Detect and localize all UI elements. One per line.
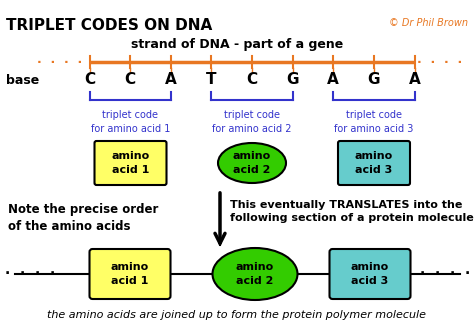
Text: triplet code
for amino acid 3: triplet code for amino acid 3 bbox=[334, 110, 414, 134]
Text: TRIPLET CODES ON DNA: TRIPLET CODES ON DNA bbox=[6, 18, 212, 33]
Text: Note the precise order
of the amino acids: Note the precise order of the amino acid… bbox=[8, 203, 158, 233]
Text: C: C bbox=[125, 73, 136, 88]
Text: the amino acids are joined up to form the protein polymer molecule: the amino acids are joined up to form th… bbox=[47, 310, 427, 320]
FancyBboxPatch shape bbox=[90, 249, 171, 299]
Text: amino
acid 1: amino acid 1 bbox=[111, 262, 149, 286]
Text: amino
acid 2: amino acid 2 bbox=[233, 152, 271, 174]
FancyBboxPatch shape bbox=[329, 249, 410, 299]
Text: strand of DNA - part of a gene: strand of DNA - part of a gene bbox=[131, 38, 343, 51]
Text: This eventually TRANSLATES into the
following section of a protein molecule: This eventually TRANSLATES into the foll… bbox=[230, 200, 474, 223]
Ellipse shape bbox=[212, 248, 298, 300]
Text: base: base bbox=[6, 74, 39, 87]
Text: G: G bbox=[368, 73, 380, 88]
Text: A: A bbox=[409, 73, 421, 88]
Text: ·  ·  ·  ·: · · · · bbox=[418, 56, 463, 69]
Text: C: C bbox=[84, 73, 96, 88]
Text: ·  ·  ·  ·: · · · · bbox=[5, 267, 55, 281]
Text: amino
acid 3: amino acid 3 bbox=[355, 152, 393, 174]
Text: triplet code
for amino acid 2: triplet code for amino acid 2 bbox=[212, 110, 292, 134]
Text: amino
acid 1: amino acid 1 bbox=[111, 152, 150, 174]
Text: ·  ·  ·  ·: · · · · bbox=[420, 267, 470, 281]
Ellipse shape bbox=[218, 143, 286, 183]
Text: G: G bbox=[287, 73, 299, 88]
Text: amino
acid 2: amino acid 2 bbox=[236, 262, 274, 286]
Text: A: A bbox=[165, 73, 177, 88]
Text: A: A bbox=[327, 73, 339, 88]
Text: ·  ·  ·  ·: · · · · bbox=[37, 56, 82, 69]
Text: C: C bbox=[246, 73, 257, 88]
FancyBboxPatch shape bbox=[338, 141, 410, 185]
Text: amino
acid 3: amino acid 3 bbox=[351, 262, 389, 286]
FancyBboxPatch shape bbox=[94, 141, 166, 185]
Text: triplet code
for amino acid 1: triplet code for amino acid 1 bbox=[91, 110, 170, 134]
Text: T: T bbox=[206, 73, 216, 88]
Text: © Dr Phil Brown: © Dr Phil Brown bbox=[389, 18, 468, 28]
